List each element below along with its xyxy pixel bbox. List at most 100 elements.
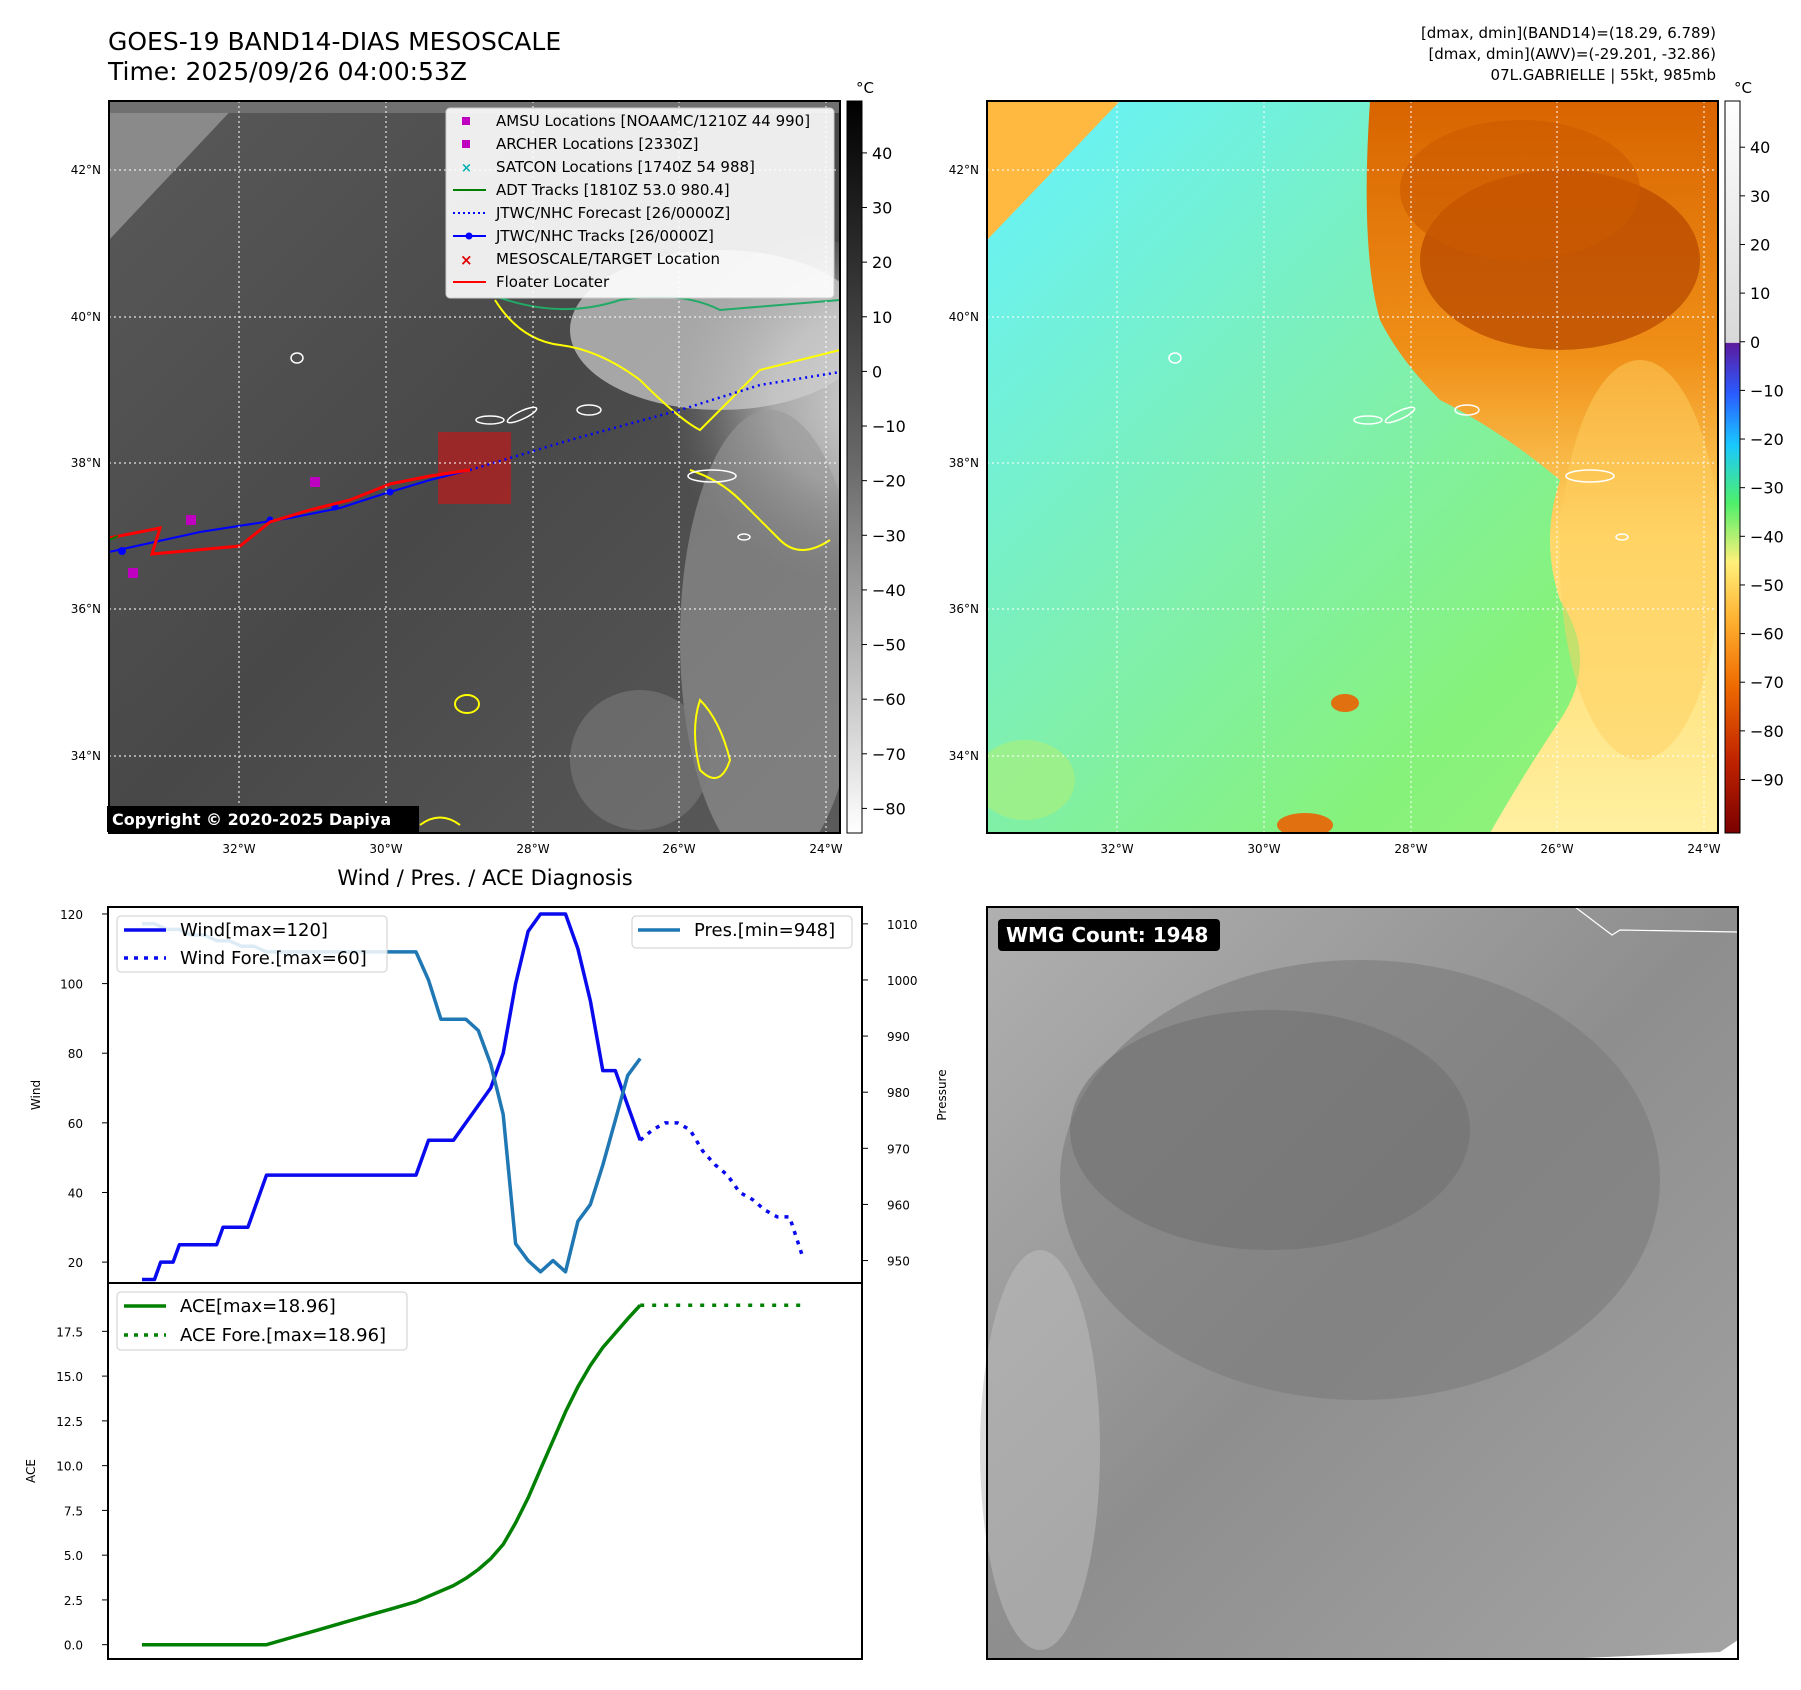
wv-lon-label: 30°W [1247,842,1280,856]
ir-lon-label: 28°W [516,842,549,856]
wv-lat-label: 38°N [949,456,979,470]
legend-wind-forecast: Wind Fore.[max=60] [180,948,367,969]
ir-lat-label: 42°N [71,163,101,177]
colorbar-tick-label: 30 [872,199,892,218]
pressure-ytick-label: 960 [887,1198,910,1212]
colorbar-tick-label: 40 [872,144,892,163]
wind-ytick-label: 80 [68,1047,83,1061]
colorbar-tick-label: 30 [1750,187,1770,206]
legend-pressure: Pres.[min=948] [694,920,835,941]
wind-ylabel: Wind [29,1080,43,1110]
wv-lat-label: 42°N [949,163,979,177]
wind-ytick-label: 120 [60,908,83,922]
wind-ytick-label: 100 [60,978,83,992]
colorbar-tick-label: −50 [1750,576,1784,595]
wv-colorbar-unit: °C [1734,79,1752,97]
info-line1: [dmax, dmin](BAND14)=(18.29, 6.789) [1421,24,1716,42]
info-line3: 07L.GABRIELLE | 55kt, 985mb [1491,66,1716,84]
ace-ytick-label: 2.5 [64,1594,83,1608]
legend-item: AMSU Locations [NOAAMC/1210Z 44 990] [496,112,810,130]
colorbar-tick-label: −20 [1750,430,1784,449]
wind-legend: Wind[max=120] Wind Fore.[max=60] [116,915,388,973]
legend-ace: ACE[max=18.96] [180,1296,336,1317]
ace-ytick-label: 0.0 [64,1639,83,1653]
wv-lon-label: 24°W [1687,842,1720,856]
mesoscale-target-box [438,432,511,504]
ir-lat-label: 38°N [71,456,101,470]
colorbar-tick-label: 40 [1750,138,1770,157]
ace-ytick-label: 12.5 [56,1415,83,1429]
colorbar-tick-label: −70 [872,745,906,764]
wind-ytick-label: 20 [68,1256,83,1270]
wv-lat-label: 34°N [949,749,979,763]
colorbar-tick-label: 20 [1750,235,1770,254]
colorbar-tick-label: −70 [1750,673,1784,692]
colorbar-tick-label: −80 [1750,722,1784,741]
ace-ytick-label: 5.0 [64,1549,83,1563]
ir-lon-label: 26°W [662,842,695,856]
wmg-panel: WMG Count: 1948 [980,906,1739,1660]
ace-legend: ACE[max=18.96] ACE Fore.[max=18.96] [116,1291,408,1351]
pressure-ytick-label: 1000 [887,974,918,988]
ir-lon-label: 30°W [369,842,402,856]
diagnosis-title: Wind / Pres. / ACE Diagnosis [337,866,632,890]
legend-item: SATCON Locations [1740Z 54 988] [496,158,755,176]
ace-ylabel: ACE [24,1459,38,1483]
colorbar-tick-label: 20 [872,253,892,272]
colorbar-tick-label: 0 [872,362,882,381]
colorbar-tick-label: 0 [1750,333,1760,352]
wind-ytick-label: 40 [68,1186,83,1200]
pressure-legend: Pres.[min=948] [631,915,853,949]
ir-lat-label: 36°N [71,602,101,616]
ir-lon-label: 32°W [222,842,255,856]
map-legend: AMSU Locations [NOAAMC/1210Z 44 990] ARC… [445,107,835,299]
figure-title-line2: Time: 2025/09/26 04:00:53Z [107,57,467,86]
wind-ytick-label: 60 [68,1117,83,1131]
wv-lat-label: 36°N [949,602,979,616]
wmg-count-label: WMG Count: 1948 [1006,923,1208,947]
colorbar-tick-label: −30 [1750,479,1784,498]
wv-satellite-panel: 42°N 40°N 38°N 36°N 34°N 32°W 30°W 28°W … [949,100,1721,856]
ace-ytick-label: 15.0 [56,1370,83,1384]
legend-item: JTWC/NHC Tracks [26/0000Z] [495,227,714,245]
figure-title-line1: GOES-19 BAND14-DIAS MESOSCALE [108,27,561,56]
legend-marker-amsu [462,117,470,125]
legend-item: ADT Tracks [1810Z 53.0 980.4] [496,181,730,199]
wind-pressure-chart: 20 40 60 80 100 120 950 960 970 980 990 1000 1010 W… [29,906,949,1284]
legend-item: Floater Locater [496,273,610,291]
ir-lat-label: 34°N [71,749,101,763]
legend-item: ARCHER Locations [2330Z] [496,135,699,153]
wv-colorbar: °C 40 30 20 10 0 −10 −20 −30 −40 −50 −60 −70 −80 −90 [1724,79,1784,834]
legend-ace-forecast: ACE Fore.[max=18.96] [180,1325,386,1346]
series-line-0 [142,912,642,1282]
ir-colorbar: °C 40 30 20 10 0 −10 −20 −30 −40 −50 −60 −70 −80 [846,79,906,834]
info-line2: [dmax, dmin](AWV)=(-29.201, -32.86) [1428,45,1716,63]
ace-series-line-0 [142,1304,642,1647]
colorbar-tick-label: −80 [872,799,906,818]
pressure-ytick-label: 950 [887,1255,910,1269]
copyright-label: Copyright © 2020-2025 Dapiya [112,810,391,829]
legend-wind: Wind[max=120] [180,920,328,941]
colorbar-tick-label: −90 [1750,770,1784,789]
legend-marker-tracks-dot [465,232,473,240]
legend-marker-satcon: × [461,161,472,176]
colorbar-tick-label: −20 [872,472,906,491]
colorbar-tick-label: −60 [1750,625,1784,644]
legend-item: MESOSCALE/TARGET Location [496,250,720,268]
legend-marker-target: × [460,251,473,269]
legend-item: JTWC/NHC Forecast [26/0000Z] [495,204,730,222]
wv-lon-label: 28°W [1394,842,1427,856]
ace-ytick-label: 7.5 [64,1504,83,1518]
colorbar-tick-label: −60 [872,690,906,709]
ace-ytick-label: 17.5 [56,1325,83,1339]
pressure-ytick-label: 1010 [887,918,918,932]
colorbar-tick-label: 10 [1750,284,1770,303]
ace-chart: 0.0 2.5 5.0 7.5 10.0 12.5 15.0 17.5 ACE ACE[max… [24,1282,863,1660]
ir-lon-label: 24°W [809,842,842,856]
wv-lat-label: 40°N [949,310,979,324]
colorbar-tick-label: −40 [872,581,906,600]
wv-lon-label: 32°W [1100,842,1133,856]
colorbar-tick-label: −10 [872,417,906,436]
legend-marker-archer [462,140,470,148]
pressure-ylabel: Pressure [935,1069,949,1120]
